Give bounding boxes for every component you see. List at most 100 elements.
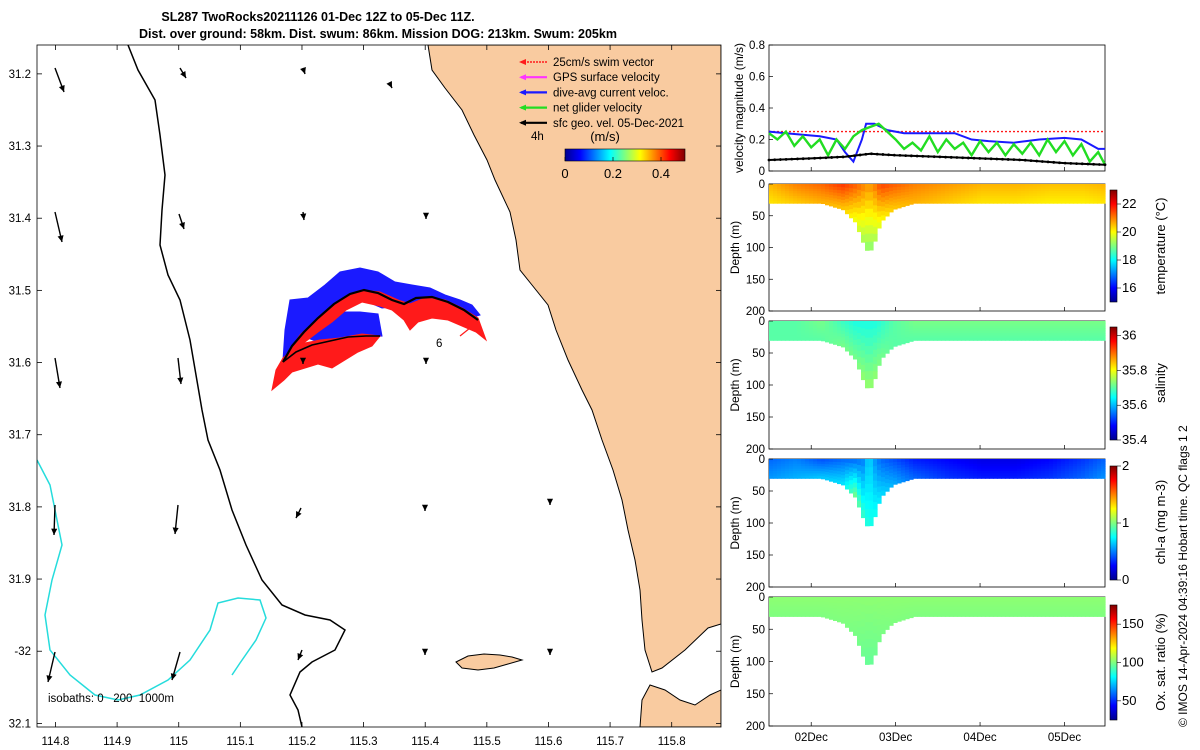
section-cell	[985, 193, 990, 197]
section-cell	[913, 599, 918, 603]
section-cell	[937, 330, 942, 334]
section-cell	[821, 328, 826, 332]
section-cell	[1077, 468, 1082, 472]
section-cell	[837, 615, 842, 620]
section-cell	[853, 198, 858, 204]
section-cell	[1089, 321, 1094, 324]
section-cell	[961, 191, 966, 195]
section-cell	[1061, 195, 1066, 199]
section-cell	[809, 335, 814, 339]
section-cell	[905, 200, 910, 204]
section-cell	[1081, 193, 1086, 197]
section-cell	[1081, 599, 1086, 603]
section-cell	[1085, 471, 1090, 474]
section-cell	[1065, 328, 1070, 332]
section-cell	[1041, 325, 1046, 329]
section-cell	[921, 597, 926, 600]
section-cell	[829, 599, 834, 604]
depth-axis-label: Depth (m)	[728, 221, 742, 274]
section-cell	[781, 193, 786, 197]
depth-tick-label: 100	[746, 243, 765, 255]
section-cell	[781, 186, 786, 190]
section-cell	[981, 195, 986, 199]
section-cell	[893, 333, 898, 338]
section-cell	[1081, 471, 1086, 474]
section-cell	[1041, 321, 1046, 324]
section-cell	[1101, 463, 1106, 467]
section-cell	[953, 333, 958, 336]
section-cell	[1017, 337, 1022, 341]
section-cell	[905, 597, 910, 601]
section-cell	[833, 611, 838, 616]
section-cell	[981, 597, 986, 600]
section-cell	[873, 349, 878, 358]
section-cell	[785, 186, 790, 190]
section-cell	[825, 331, 830, 335]
section-colorbar-tick-label: 35.6	[1122, 397, 1147, 412]
section-cell	[821, 193, 826, 197]
section-cell	[861, 648, 866, 657]
section-cell	[857, 597, 862, 604]
section-cell	[805, 321, 810, 324]
day-marker: 6	[436, 338, 442, 350]
section-cell	[1001, 597, 1006, 600]
section-cell	[985, 597, 990, 600]
section-cell	[781, 461, 786, 465]
section-cell	[1097, 611, 1102, 615]
section-cell	[821, 325, 826, 329]
section-cell	[989, 601, 994, 605]
section-cell	[889, 473, 894, 478]
section-cell	[1001, 191, 1006, 195]
depth-tick-label: 0	[759, 179, 765, 191]
section-cell	[785, 611, 790, 615]
section-cell	[829, 321, 834, 325]
section-cell	[781, 198, 786, 202]
section-cell	[1057, 188, 1062, 192]
section-cell	[961, 609, 966, 613]
section-cell	[1057, 604, 1062, 608]
section-cell	[849, 184, 854, 189]
section-cell	[981, 609, 986, 613]
section-cell	[1041, 188, 1046, 192]
section-cell	[1037, 599, 1042, 603]
section-cell	[1093, 325, 1098, 329]
section-cell	[1057, 193, 1062, 197]
section-cell	[957, 611, 962, 615]
section-cell	[845, 339, 850, 344]
section-cell	[857, 327, 862, 334]
section-cell	[789, 613, 794, 617]
section-cell	[933, 473, 938, 477]
section-cell	[1081, 321, 1086, 324]
section-cell	[793, 198, 798, 202]
section-cell	[769, 186, 774, 190]
section-cell	[785, 323, 790, 327]
section-cell	[825, 202, 830, 206]
section-cell	[941, 463, 946, 467]
section-cell	[929, 609, 934, 613]
section-cell	[797, 337, 802, 341]
section-cell	[793, 328, 798, 332]
section-cell	[821, 597, 826, 601]
section-cell	[969, 198, 974, 202]
section-cell	[1005, 191, 1010, 195]
section-cell	[1025, 613, 1030, 617]
section-cell	[1037, 330, 1042, 334]
section-cell	[1097, 333, 1102, 336]
lat-tick-label: 31.8	[9, 502, 31, 514]
section-cell	[781, 188, 786, 192]
section-cell	[873, 219, 878, 228]
section-cell	[985, 599, 990, 603]
section-cell	[1089, 198, 1094, 202]
section-cell	[809, 466, 814, 470]
section-cell	[837, 597, 842, 601]
section-cell	[933, 337, 938, 341]
section-cell	[793, 604, 798, 608]
section-cell	[1037, 188, 1042, 192]
section-cell	[909, 471, 914, 475]
section-cell	[849, 605, 854, 611]
section-cell	[1049, 337, 1054, 341]
section-cell	[809, 337, 814, 341]
section-cell	[869, 605, 874, 615]
section-cell	[833, 326, 838, 331]
isobath-200	[127, 45, 346, 727]
